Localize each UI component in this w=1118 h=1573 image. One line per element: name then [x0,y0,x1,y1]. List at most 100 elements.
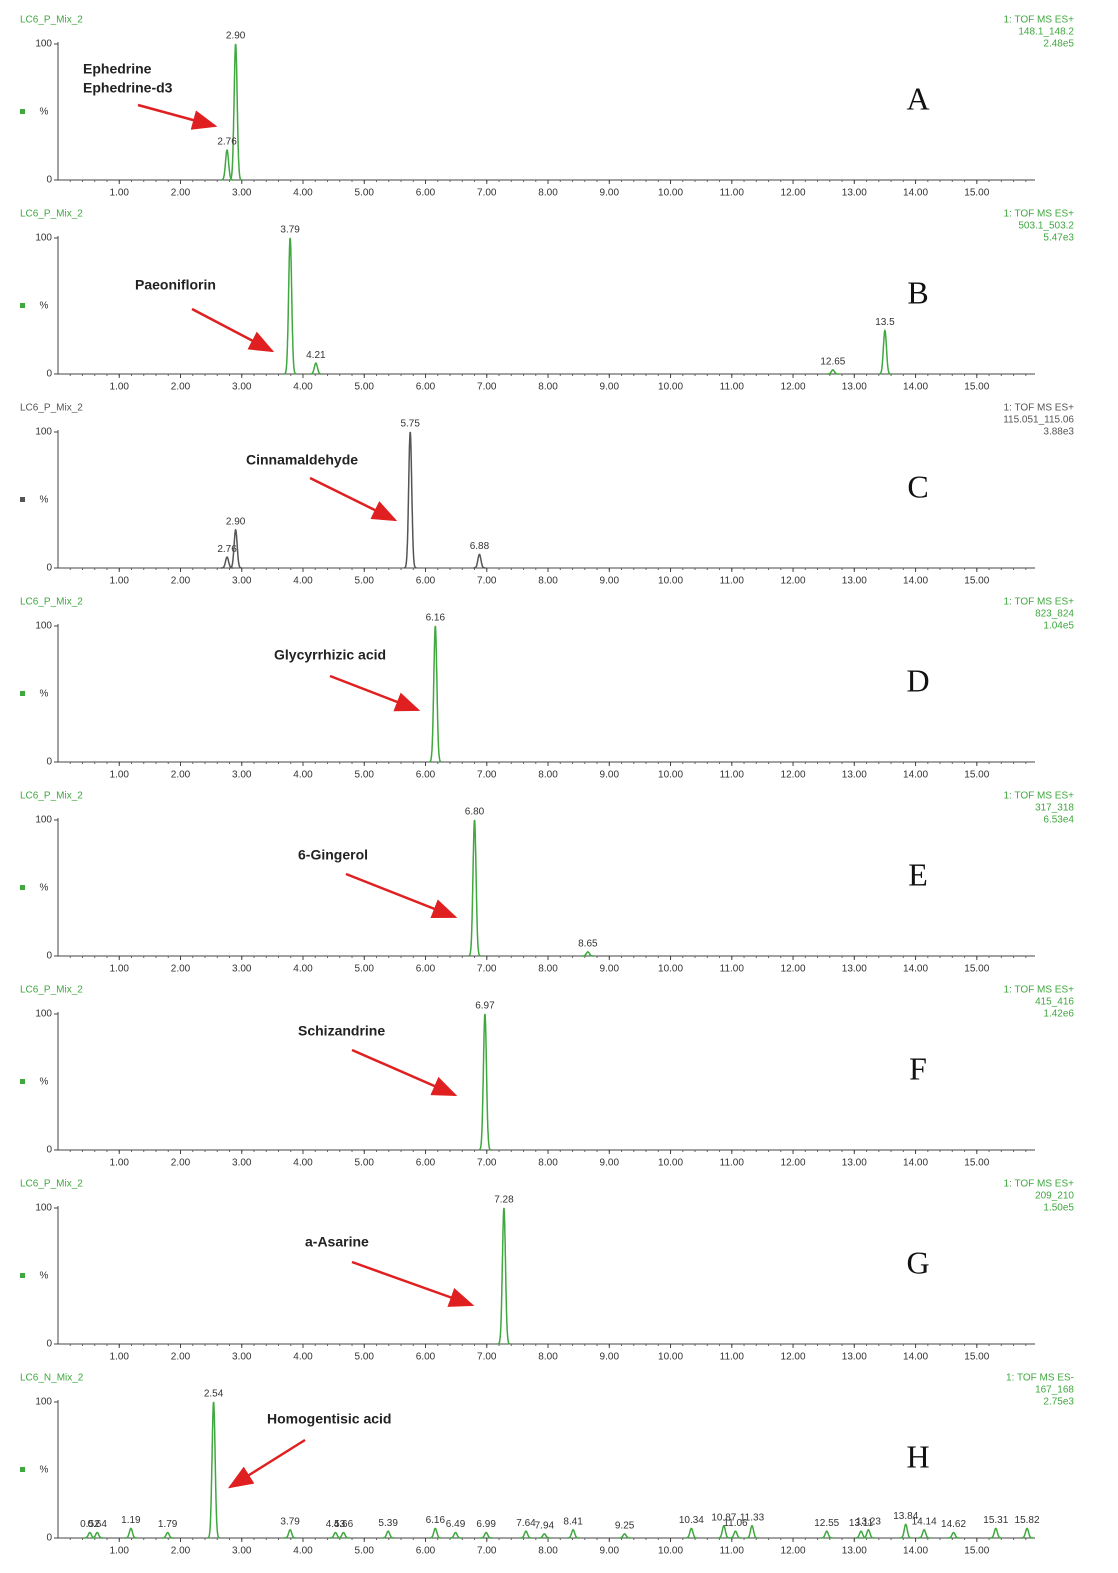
peak-label: 14.14 [912,1516,937,1527]
y-tick-label: 0 [46,175,52,186]
x-tick-label: 13.00 [842,576,867,587]
x-tick-label: 13.00 [842,188,867,199]
x-tick-label: 5.00 [355,770,375,781]
arrow [351,1260,475,1307]
header-line: 1: TOF MS ES+ [1004,985,1075,996]
x-tick-label: 11.00 [720,964,745,975]
peak-label: 4.66 [334,1519,354,1530]
compound-label: Cinnamaldehyde [246,452,358,468]
header-line: 317_318 [1035,803,1074,814]
x-tick-label: 8.00 [538,770,558,781]
x-tick-label: 12.00 [781,1546,806,1557]
peak-label: 15.82 [1015,1515,1040,1526]
x-tick-label: 14.00 [903,188,928,199]
x-tick-label: 9.00 [600,770,620,781]
x-tick-label: 1.00 [110,1158,130,1169]
peak-label: 3.79 [280,1516,300,1527]
peak [862,1528,875,1539]
peak-label: 14.62 [941,1519,966,1530]
x-tick-label: 7.00 [477,1158,497,1169]
x-tick-label: 5.00 [355,382,375,393]
x-tick-label: 4.00 [293,770,313,781]
y-tick-label: 0 [46,1533,52,1544]
legend-square [20,1273,25,1278]
x-tick-label: 11.00 [720,770,745,781]
x-tick-label: 6.00 [416,770,436,781]
y-tick-label: 100 [35,815,52,826]
y-axis-label: % [40,495,49,506]
panel-title: LC6_P_Mix_2 [20,791,83,802]
x-tick-label: 10.00 [658,1158,683,1169]
peak-label: 7.64 [516,1518,536,1529]
x-tick-label: 14.00 [903,964,928,975]
compound-label: Schizandrine [298,1023,385,1039]
legend-square [20,109,25,114]
peak-label: 9.25 [615,1521,635,1532]
x-tick-label: 10.00 [658,382,683,393]
y-tick-label: 0 [46,369,52,380]
peak [618,1533,631,1539]
peak-label: 12.55 [814,1518,839,1529]
x-tick-label: 8.00 [538,964,558,975]
x-tick-label: 9.00 [600,1546,620,1557]
x-tick-label: 6.00 [416,188,436,199]
header-line: 1: TOF MS ES+ [1004,791,1075,802]
peak-label: 5.75 [400,419,420,430]
y-tick-label: 100 [35,1203,52,1214]
header-line: 2.48e5 [1043,39,1074,50]
x-tick-label: 5.00 [355,1546,375,1557]
panel-letter: A [906,80,929,116]
peak-label: 7.28 [494,1195,514,1206]
compound-label: Ephedrine [83,61,152,77]
x-tick-label: 12.00 [781,576,806,587]
header-line: 167_168 [1035,1385,1074,1396]
x-tick-label: 6.00 [416,964,436,975]
x-tick-label: 7.00 [477,770,497,781]
peak [826,369,839,375]
arrow [191,307,275,353]
arrow [137,103,218,130]
peak-label: 15.31 [983,1515,1008,1526]
peak-label: 6.49 [446,1519,466,1530]
peak-label: 3.79 [280,225,300,236]
x-tick-label: 9.00 [600,1352,620,1363]
panel-title: LC6_P_Mix_2 [20,985,83,996]
header-line: 1: TOF MS ES+ [1004,1179,1075,1190]
peak [428,625,442,763]
x-tick-label: 1.00 [110,576,130,587]
compound-label: Ephedrine-d3 [83,80,173,96]
peak-label: 1.19 [121,1515,141,1526]
x-tick-label: 13.00 [842,770,867,781]
x-tick-label: 11.00 [720,1158,745,1169]
compound-label: a-Asarine [305,1234,369,1250]
x-tick-label: 6.00 [416,576,436,587]
y-axis-label: % [40,1465,49,1476]
x-tick-label: 8.00 [538,1158,558,1169]
x-tick-label: 14.00 [903,576,928,587]
legend-square [20,1079,25,1084]
peak [567,1528,580,1539]
arrow [227,1438,306,1489]
legend-square [20,1467,25,1472]
peak-label: 2.76 [217,544,237,555]
x-tick-label: 5.00 [355,964,375,975]
x-tick-label: 7.00 [477,1352,497,1363]
peak-label: 4.53 [326,1519,346,1530]
peak [717,1525,730,1539]
peak-label: 1.79 [158,1519,178,1530]
panel-letter: G [906,1244,929,1280]
peak [449,1531,462,1539]
panel-letter: F [909,1050,927,1086]
x-tick-label: 3.00 [232,1352,252,1363]
x-tick-label: 15.00 [964,770,989,781]
y-tick-label: 0 [46,757,52,768]
y-tick-label: 100 [35,1397,52,1408]
x-tick-label: 12.00 [781,1352,806,1363]
header-line: 148.1_148.2 [1018,27,1074,38]
x-tick-label: 15.00 [964,964,989,975]
x-tick-label: 4.00 [293,1352,313,1363]
peak [229,43,243,181]
compound-label: Paeoniflorin [135,277,216,293]
compound-label: Homogentisic acid [267,1411,391,1427]
